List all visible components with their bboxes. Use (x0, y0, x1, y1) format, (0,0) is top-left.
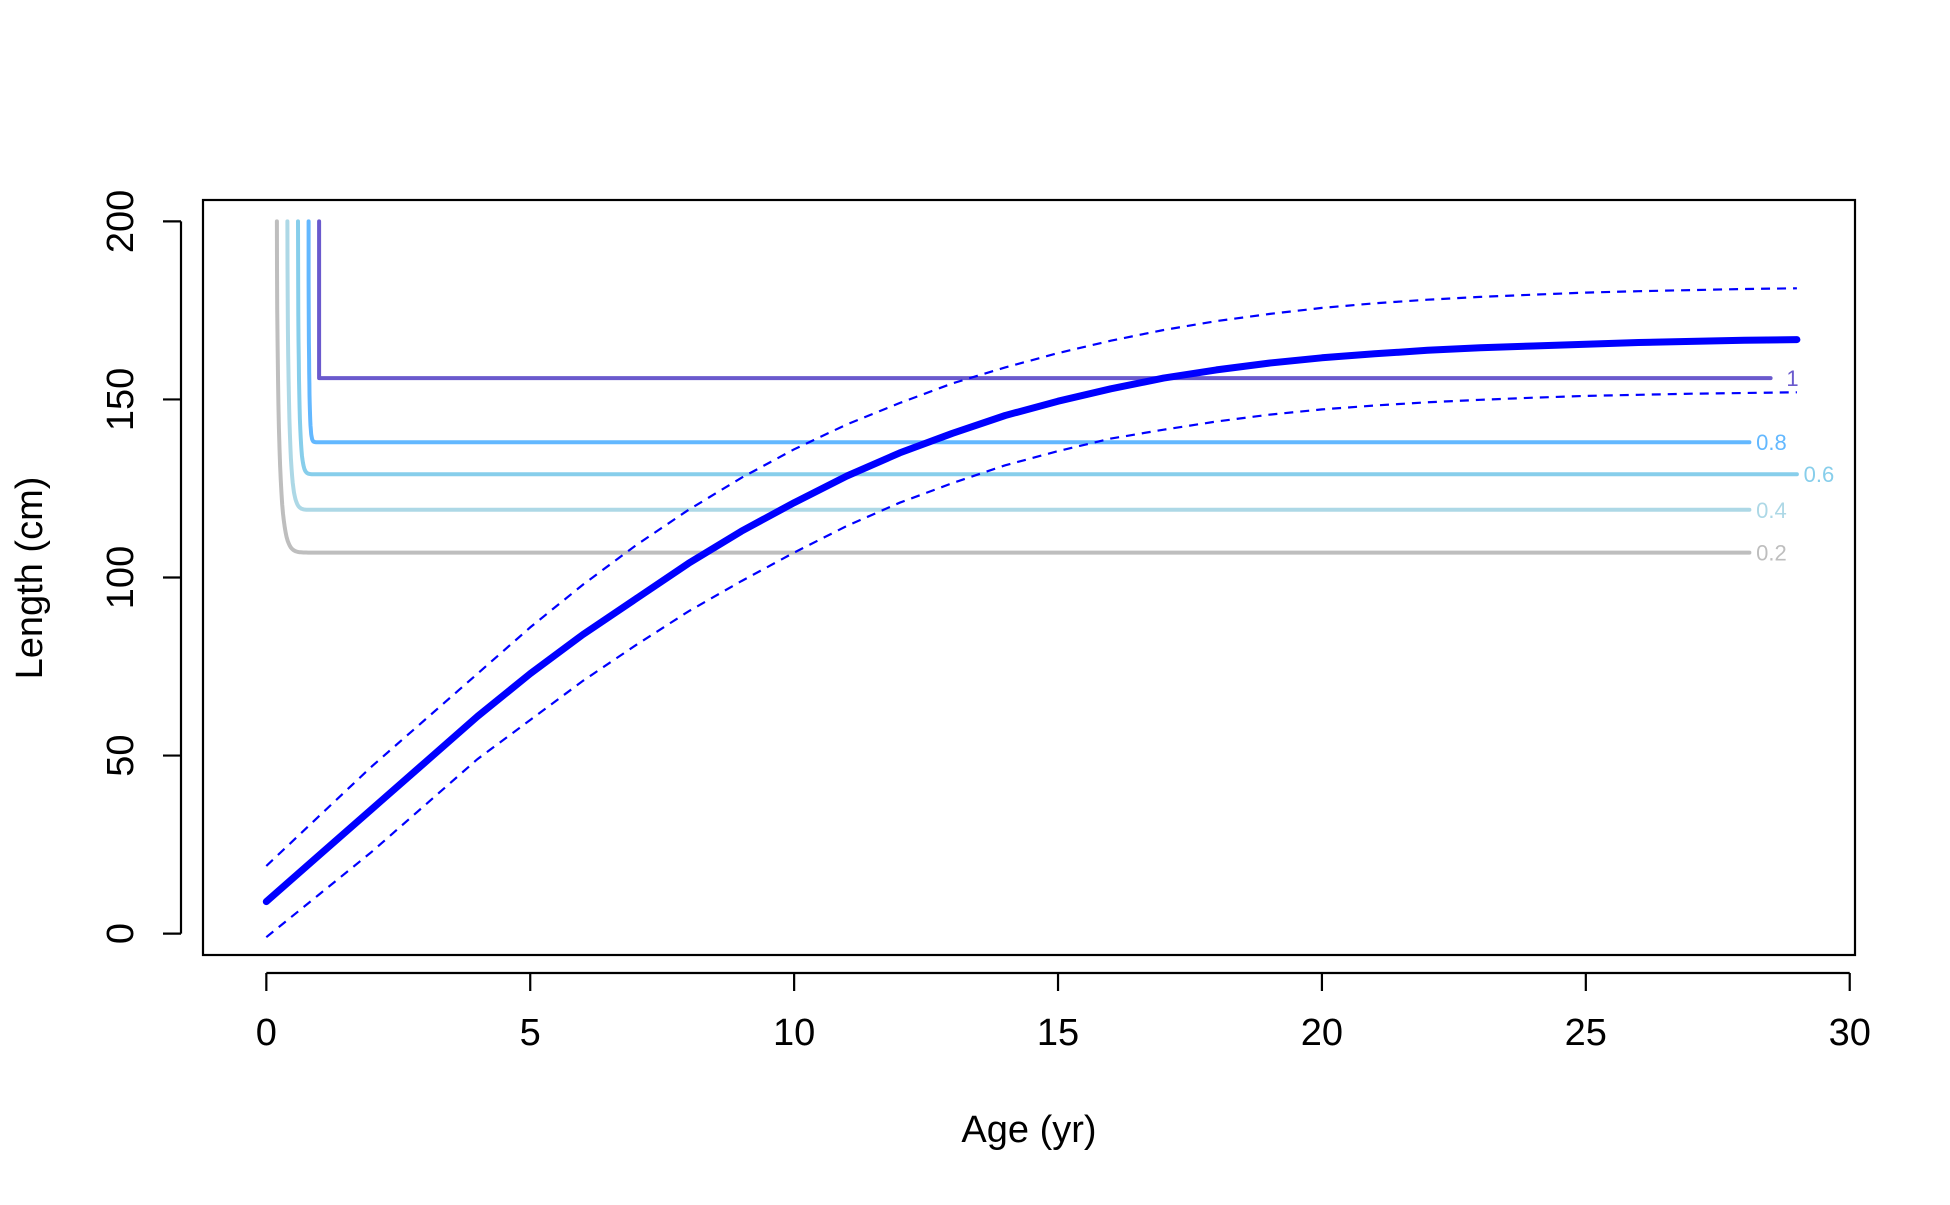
mean-growth-line (262, 336, 1801, 906)
selectivity-label-bg (1800, 461, 1837, 488)
selectivity-label-0-8: 0.8 (1756, 430, 1787, 455)
x-tick-label: 30 (1829, 1012, 1871, 1054)
selectivity-curve-0-8 (306, 219, 1752, 445)
y-tick-label: 200 (100, 190, 142, 253)
selectivity-curve-1 (317, 219, 1773, 381)
selectivity-label-bg (1753, 539, 1790, 566)
x-tick-label: 25 (1565, 1012, 1607, 1054)
x-tick-label: 5 (520, 1012, 541, 1054)
curves-layer: 1 0.8 0.6 0.4 0.2 (262, 219, 1837, 939)
selectivity-label-1: 1 (1786, 366, 1798, 391)
plot-frame (201, 198, 1857, 957)
selectivity-label-0-2: 0.2 (1756, 541, 1787, 566)
selectivity-label-0-4: 0.4 (1756, 498, 1787, 523)
selectivity-label-bg (1753, 496, 1790, 523)
y-tick-label: 50 (100, 734, 142, 776)
selectivity-curve-0-2 (274, 219, 1752, 555)
y-tick-label: 0 (100, 923, 142, 944)
selectivity-curve-0-6 (296, 219, 1799, 477)
selectivity-curve-0-4 (285, 219, 1752, 512)
x-axis-title: Age (yr) (961, 1109, 1096, 1151)
y-tick-label: 150 (100, 368, 142, 431)
lower-interval-line (265, 391, 1797, 939)
x-tick-label: 0 (256, 1012, 277, 1054)
y-tick-label: 100 (100, 546, 142, 609)
axes-layer: 0 5 10 15 20 25 30 0 50 100 150 200 (100, 190, 1871, 1054)
selectivity-label-bg (1774, 365, 1811, 392)
x-tick-label: 20 (1301, 1012, 1343, 1054)
selectivity-label-bg (1753, 429, 1790, 456)
selectivity-label-0-6: 0.6 (1804, 462, 1835, 487)
upper-interval-line (265, 287, 1797, 867)
x-tick-label: 15 (1037, 1012, 1079, 1054)
x-tick-label: 10 (773, 1012, 815, 1054)
y-axis-title: Length (cm) (9, 477, 51, 680)
